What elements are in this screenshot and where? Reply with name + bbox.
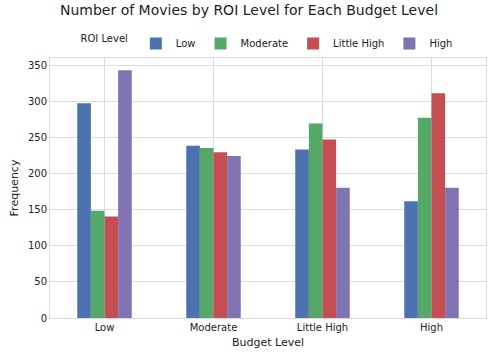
svg-text:Moderate: Moderate xyxy=(190,322,238,333)
svg-text:150: 150 xyxy=(28,204,47,215)
svg-text:Number of Movies by ROI Level: Number of Movies by ROI Level for Each B… xyxy=(60,2,438,18)
svg-text:Moderate: Moderate xyxy=(241,38,289,49)
svg-text:High: High xyxy=(429,38,452,49)
svg-text:Low: Low xyxy=(176,38,196,49)
svg-text:300: 300 xyxy=(28,96,47,107)
svg-text:200: 200 xyxy=(28,168,47,179)
svg-text:Frequency: Frequency xyxy=(8,159,21,216)
svg-text:ROI Level: ROI Level xyxy=(81,33,128,44)
svg-text:Little High: Little High xyxy=(297,322,348,333)
svg-text:High: High xyxy=(420,322,443,333)
svg-text:50: 50 xyxy=(34,276,47,287)
svg-text:Little High: Little High xyxy=(333,38,384,49)
svg-text:Budget Level: Budget Level xyxy=(232,336,304,349)
svg-text:0: 0 xyxy=(41,313,47,324)
svg-text:Low: Low xyxy=(95,322,115,333)
svg-text:250: 250 xyxy=(28,132,47,143)
svg-text:100: 100 xyxy=(28,240,47,251)
svg-text:350: 350 xyxy=(28,60,47,71)
